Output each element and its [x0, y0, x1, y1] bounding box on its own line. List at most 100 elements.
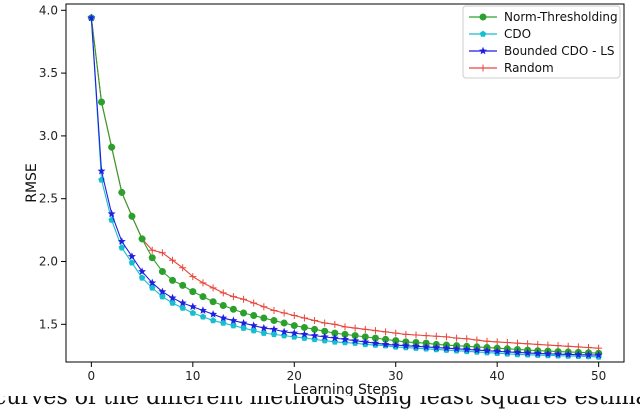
data-point: [149, 284, 156, 291]
data-point: [168, 293, 177, 302]
data-point: [87, 13, 96, 22]
data-point: [371, 334, 379, 342]
y-axis: 1.5 2.0 2.5 3.0 3.5 4.0: [39, 3, 66, 331]
data-point: [483, 337, 491, 345]
data-point: [321, 319, 329, 327]
data-point: [351, 324, 359, 332]
data-point: [179, 304, 186, 311]
data-point: [371, 338, 380, 347]
data-point: [280, 319, 288, 327]
data-point: [138, 267, 147, 275]
data-point: [189, 273, 197, 281]
data-point: [311, 325, 319, 333]
data-point: [392, 337, 400, 345]
data-point: [412, 331, 420, 339]
figure-caption: curves of the different methods using le…: [0, 396, 640, 416]
data-point: [524, 340, 532, 348]
data-point: [250, 312, 258, 320]
data-point: [270, 306, 278, 314]
line-chart: 1.5 2.0 2.5 3.0 3.5 4.0 0 10 20 30 40 50 Learning …: [24, 3, 625, 396]
x-axis: 0 10 20 30 40 50: [88, 362, 606, 383]
data-point: [493, 347, 502, 355]
data-point: [199, 279, 207, 287]
data-point: [432, 332, 440, 340]
data-point: [371, 327, 379, 335]
data-point: [351, 332, 359, 340]
data-point: [361, 325, 369, 333]
data-point: [260, 329, 268, 336]
data-point: [432, 343, 441, 351]
data-point: [382, 335, 390, 343]
data-point: [148, 246, 156, 254]
data-point: [189, 309, 197, 316]
data-point: [300, 323, 308, 331]
legend-item: Random: [469, 61, 554, 75]
y-tick-label: 1.5: [39, 317, 58, 331]
data-point: [290, 328, 299, 337]
data-point: [250, 299, 258, 307]
data-point: [198, 306, 207, 314]
data-point: [269, 325, 278, 333]
series-layer: [87, 13, 603, 360]
x-tick-label: 40: [490, 369, 505, 383]
data-point: [401, 341, 410, 350]
data-point: [513, 339, 521, 347]
data-point: [543, 349, 552, 358]
data-point: [331, 329, 339, 337]
data-point: [503, 347, 512, 356]
data-point: [574, 350, 583, 359]
data-point: [493, 338, 501, 346]
x-axis-label: Learning Steps: [293, 382, 397, 396]
data-point: [290, 322, 298, 330]
data-point: [392, 329, 400, 337]
y-tick-label: 4.0: [39, 3, 58, 17]
data-point: [159, 293, 166, 300]
data-point: [240, 309, 248, 317]
data-point: [158, 287, 167, 296]
caption-text: curves of the different methods using le…: [0, 396, 640, 410]
data-point: [260, 303, 268, 311]
data-point: [138, 235, 146, 243]
data-point: [259, 323, 268, 332]
data-point: [473, 336, 481, 344]
x-tick-label: 10: [185, 369, 200, 383]
data-point: [442, 333, 450, 341]
data-point: [554, 350, 563, 358]
data-point: [158, 249, 166, 257]
data-point: [179, 264, 187, 272]
x-tick-label: 20: [287, 369, 302, 383]
data-point: [199, 293, 207, 301]
legend-label: CDO: [504, 27, 531, 41]
data-point: [98, 98, 106, 106]
y-tick-label: 3.5: [39, 66, 58, 80]
data-point: [229, 305, 237, 313]
data-point: [148, 278, 157, 287]
data-point: [189, 288, 197, 296]
data-point: [219, 301, 227, 309]
legend-swatch-marker: [479, 46, 487, 55]
data-point: [452, 344, 461, 353]
data-point: [330, 333, 339, 342]
data-point: [209, 284, 217, 292]
data-point: [240, 324, 247, 331]
data-point: [169, 256, 177, 264]
data-point: [503, 339, 511, 347]
data-point: [240, 295, 248, 303]
data-point: [513, 348, 522, 356]
data-point: [107, 209, 116, 218]
data-point: [351, 336, 360, 345]
legend-swatch-marker: [479, 30, 487, 37]
data-point: [117, 237, 126, 245]
data-point: [280, 327, 289, 336]
legend-box: [462, 5, 621, 79]
y-tick-label: 3.0: [39, 129, 58, 143]
data-point: [361, 337, 370, 346]
legend-label: Random: [504, 61, 554, 75]
series-bounded-cdo-ls: [87, 13, 603, 359]
data-point: [422, 342, 431, 351]
data-point: [128, 212, 136, 220]
data-point: [209, 310, 218, 318]
data-point: [178, 298, 187, 307]
data-point: [127, 252, 136, 260]
x-tick-label: 0: [88, 369, 96, 383]
